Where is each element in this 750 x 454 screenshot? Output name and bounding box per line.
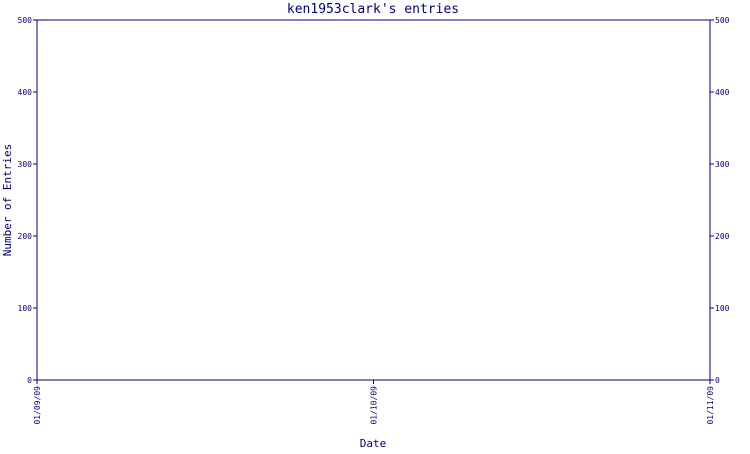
x-tick-label: 01/11/09	[706, 386, 715, 425]
y-tick-label-right: 0	[715, 376, 720, 385]
y-tick-label-left: 0	[27, 376, 32, 385]
x-axis-ticks: 01/09/09 01/10/09 01/11/09	[33, 380, 715, 425]
y-tick-label-left: 500	[18, 16, 33, 25]
y-tick-label-left: 400	[18, 88, 33, 97]
chart-title: ken1953clark's entries	[287, 2, 459, 17]
right-y-axis-ticks: 0 100 200 300 400 500	[710, 16, 730, 385]
y-tick-label-left: 100	[18, 304, 33, 313]
x-axis-title: Date	[360, 437, 387, 450]
y-tick-label-left: 200	[18, 232, 33, 241]
left-y-axis-ticks: 0 100 200 300 400 500	[18, 16, 37, 385]
x-tick-label: 01/09/09	[33, 386, 42, 425]
y-tick-label-right: 400	[715, 88, 730, 97]
y-tick-label-right: 200	[715, 232, 730, 241]
y-axis-title: Number of Entries	[1, 144, 14, 257]
plot-area-frame	[36, 19, 711, 381]
y-tick-label-right: 100	[715, 304, 730, 313]
y-tick-label-right: 500	[715, 16, 730, 25]
x-tick-label: 01/10/09	[370, 386, 379, 425]
y-tick-label-right: 300	[715, 160, 730, 169]
y-tick-label-left: 300	[18, 160, 33, 169]
